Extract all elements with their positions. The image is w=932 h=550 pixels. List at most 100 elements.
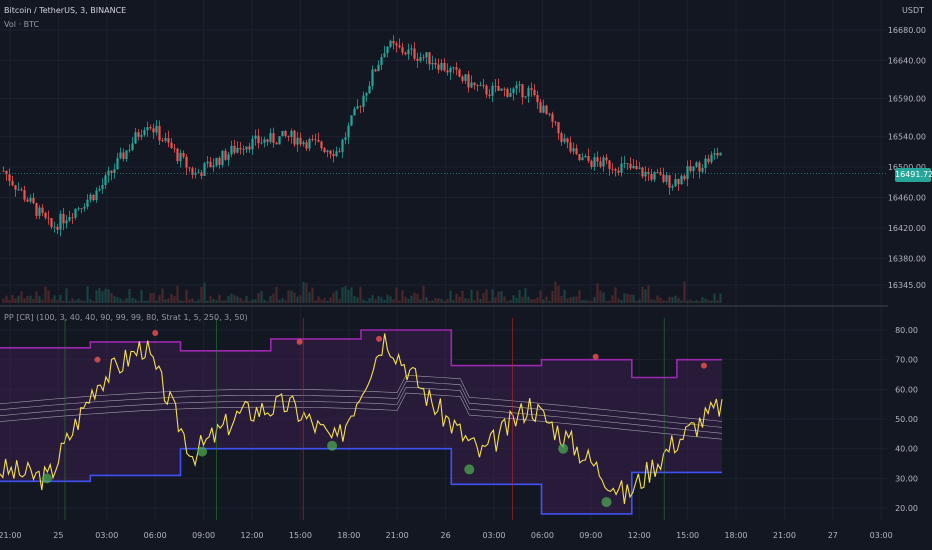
candle-body [701,168,704,172]
candle-body [293,130,296,145]
time-tick-label: 09:00 [192,531,215,540]
candle-body [539,102,542,113]
candle-body [350,115,353,126]
volume-bar [506,300,509,303]
volume-bar [713,293,716,303]
volume-bar [401,290,404,303]
indicator-axis[interactable]: 80.00 70.00 60.00 50.00 40.00 30.00 20.00 [895,326,918,513]
candle-body [668,175,671,188]
candle-body [20,189,23,191]
candle-body [587,156,590,161]
candle-body [275,142,278,145]
volume-bar [551,291,554,303]
volume-bar [452,300,455,303]
volume-bar [209,295,212,303]
price-tick-label: 16345.00 [888,281,926,290]
candle-body [653,172,656,180]
candle-body [323,148,326,153]
candle-body [32,197,35,204]
volume-bar [695,299,698,303]
candle-body [155,125,158,133]
volume-bar [128,289,131,303]
volume-bar [371,295,374,303]
volume-label[interactable]: Vol · BTC [4,20,40,29]
candle-body [203,163,206,176]
candle-body [440,62,443,70]
indicator-label[interactable]: PP [CR] (100, 3, 40, 40, 90, 99, 99, 80,… [4,313,248,322]
candle-body [179,152,182,162]
volume-bar [383,299,386,303]
candle-body [542,105,545,113]
volume-bar [275,286,278,303]
volume-bar [479,298,482,303]
time-tick-label: 12:00 [628,531,651,540]
time-tick-label: 18:00 [337,531,360,540]
candle-body [23,189,26,200]
volume-bar [323,298,326,303]
time-tick-label: 03:00 [95,531,118,540]
volume-bar [656,295,659,303]
time-tick-label: 09:00 [579,531,602,540]
candle-body [647,171,650,174]
price-tick-label: 16640.00 [888,56,926,65]
symbol-title[interactable]: Bitcoin / TetherUS, 3, BINANCE [4,6,127,15]
time-tick-label: 18:00 [724,531,747,540]
candle-body [572,148,575,152]
candle-body [140,135,143,137]
volume-bar [530,299,533,303]
price-axis[interactable]: 16680.00 16640.00 16590.00 16540.00 16500.00… [888,26,926,290]
band-fill [0,330,722,514]
candle-body [536,95,539,103]
volume-bar [137,300,140,303]
time-tick-label: 03:00 [482,531,505,540]
candle-body [362,95,365,107]
volume-bar [218,294,221,303]
volume-bar [74,300,77,303]
candle-body [431,62,434,65]
candle-body [26,199,29,202]
candle-body [35,203,38,216]
volume-bar [683,281,686,303]
volume-bar [281,298,284,303]
candle-body [122,152,125,159]
indicator-tick-label: 80.00 [895,326,918,335]
candle-body [266,139,269,142]
volume-bar [557,285,560,303]
volume-bar [284,300,287,303]
candle-body [608,160,611,169]
candle-body [473,82,476,86]
volume-bar [236,296,239,303]
volume-bar [434,297,437,303]
candle-body [704,158,707,169]
volume-bar [113,296,116,303]
indicator-plot [0,318,723,520]
candle-body [482,85,485,86]
candle-body [512,88,515,94]
volume-bar [326,300,329,303]
volume-bar [80,300,83,303]
candle-body [152,128,155,133]
candle-body [197,172,200,174]
volume-bar [719,293,722,303]
volume-bar [518,290,521,303]
volume-bar [482,293,485,303]
volume-bar [14,298,17,303]
candle-body [689,166,692,172]
candle-body [239,147,242,150]
candle-body [551,113,554,122]
volume-bar [302,281,305,303]
candle-body [62,213,65,224]
time-axis[interactable]: 21:00 25 03:00 06:00 09:00 12:00 15:00 18:00 21:… [0,531,893,540]
volume-bar [368,298,371,303]
volume-bar [605,300,608,303]
time-tick-label: 25 [53,531,63,540]
volume-bar [35,291,38,303]
volume-bar [575,296,578,303]
volume-bar [53,295,56,303]
volume-bar [686,300,689,303]
volume-bar [182,300,185,303]
volume-bar [572,296,575,303]
candle-body [566,138,569,143]
volume-bar [665,300,668,303]
